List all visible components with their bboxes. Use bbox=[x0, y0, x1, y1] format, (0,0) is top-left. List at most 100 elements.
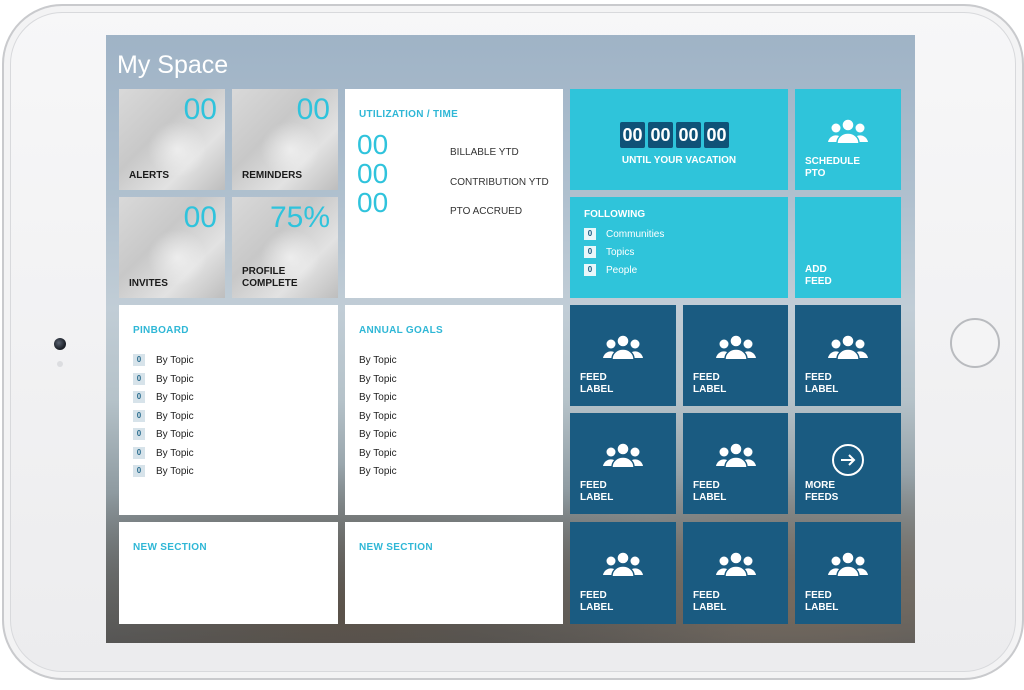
feed-tile[interactable]: FEED LABEL bbox=[570, 305, 676, 406]
following-tile[interactable]: FOLLOWING 0 Communities 0 Topics 0 Peopl… bbox=[570, 197, 788, 298]
arrow-right-circle-icon bbox=[832, 444, 864, 476]
group-icon bbox=[828, 334, 868, 360]
feed-label: FEED LABEL bbox=[580, 590, 614, 613]
group-icon bbox=[603, 334, 643, 360]
alerts-label: ALERTS bbox=[129, 170, 169, 181]
list-item[interactable]: 0 By Topic bbox=[133, 408, 194, 424]
contribution-value: 00 bbox=[357, 158, 389, 189]
list-item[interactable]: By Topic bbox=[359, 465, 397, 477]
list-item[interactable]: By Topic bbox=[359, 410, 397, 422]
reminders-tile[interactable]: 00 REMINDERS bbox=[232, 89, 338, 190]
invites-tile[interactable]: 00 INVITES bbox=[119, 197, 225, 298]
count-badge: 0 bbox=[133, 391, 145, 403]
home-button[interactable] bbox=[950, 318, 1000, 368]
following-communities[interactable]: 0 Communities bbox=[584, 228, 664, 240]
countdown-seconds: 00 bbox=[704, 122, 729, 148]
feed-label: FEED LABEL bbox=[580, 372, 614, 395]
camera-icon bbox=[54, 338, 66, 350]
schedule-pto-tile[interactable]: SCHEDULE PTO bbox=[795, 89, 901, 190]
list-item[interactable]: 0 By Topic bbox=[133, 445, 194, 461]
list-item[interactable]: By Topic bbox=[359, 373, 397, 385]
annual-goals-tile[interactable]: ANNUAL GOALS By Topic By Topic By Topic … bbox=[345, 305, 563, 515]
feed-tile[interactable]: FEED LABEL bbox=[795, 305, 901, 406]
more-feeds-tile[interactable]: MORE FEEDS bbox=[795, 413, 901, 514]
screen: My Space 00 ALERTS 00 REMINDERS 00 INVIT… bbox=[106, 35, 915, 643]
group-icon bbox=[715, 551, 756, 577]
list-item-label: By Topic bbox=[156, 391, 194, 403]
list-item[interactable]: By Topic bbox=[359, 447, 397, 459]
list-item-label: By Topic bbox=[156, 428, 194, 440]
communities-label: Communities bbox=[606, 228, 665, 240]
profile-complete-value: 75% bbox=[269, 201, 330, 234]
reminders-count: 00 bbox=[296, 93, 330, 126]
list-item-label: By Topic bbox=[156, 354, 194, 366]
new-section-title: NEW SECTION bbox=[359, 542, 433, 553]
feed-tile[interactable]: FEED LABEL bbox=[570, 413, 676, 514]
following-people[interactable]: 0 People bbox=[584, 264, 637, 276]
add-feed-tile[interactable]: ADD FEED bbox=[795, 197, 901, 298]
profile-complete-tile[interactable]: 75% PROFILE COMPLETE bbox=[232, 197, 338, 298]
countdown-days: 00 bbox=[620, 122, 645, 148]
feed-label: FEED LABEL bbox=[805, 372, 839, 395]
list-item-label: By Topic bbox=[156, 447, 194, 459]
count-badge: 0 bbox=[133, 354, 145, 366]
new-section-title: NEW SECTION bbox=[133, 542, 207, 553]
group-icon bbox=[715, 334, 756, 360]
feed-label: FEED LABEL bbox=[580, 480, 614, 503]
feed-tile[interactable]: FEED LABEL bbox=[570, 522, 676, 624]
utilization-title: UTILIZATION / TIME bbox=[359, 109, 459, 120]
vacation-countdown-tile[interactable]: 00 00 00 00 UNTIL YOUR VACATION bbox=[570, 89, 788, 190]
list-item-label: By Topic bbox=[156, 373, 194, 385]
following-title: FOLLOWING bbox=[584, 209, 646, 220]
topics-label: Topics bbox=[606, 246, 635, 258]
count-badge: 0 bbox=[133, 447, 145, 459]
billable-value: 00 bbox=[357, 129, 389, 160]
new-section-tile-1[interactable]: NEW SECTION bbox=[119, 522, 338, 624]
people-count: 0 bbox=[584, 264, 596, 276]
feed-tile[interactable]: FEED LABEL bbox=[683, 522, 788, 624]
pinboard-tile[interactable]: PINBOARD 0 By Topic 0 By Topic 0 By Topic 0… bbox=[119, 305, 338, 515]
new-section-tile-2[interactable]: NEW SECTION bbox=[345, 522, 563, 624]
countdown-minutes: 00 bbox=[676, 122, 701, 148]
list-item[interactable]: 0 By Topic bbox=[133, 389, 194, 405]
group-icon bbox=[715, 442, 756, 468]
count-badge: 0 bbox=[133, 410, 145, 422]
page-title: My Space bbox=[117, 51, 229, 79]
utilization-tile[interactable]: UTILIZATION / TIME 00 BILLABLE YTD 00 CO… bbox=[345, 89, 563, 298]
list-item[interactable]: 0 By Topic bbox=[133, 371, 194, 387]
group-icon bbox=[603, 442, 643, 468]
more-feeds-label: MORE FEEDS bbox=[805, 480, 839, 503]
count-badge: 0 bbox=[133, 465, 145, 477]
alerts-tile[interactable]: 00 ALERTS bbox=[119, 89, 225, 190]
feed-tile[interactable]: FEED LABEL bbox=[683, 305, 788, 406]
following-topics[interactable]: 0 Topics bbox=[584, 246, 634, 258]
list-item[interactable]: 0 By Topic bbox=[133, 352, 194, 368]
list-item[interactable]: By Topic bbox=[359, 391, 397, 403]
schedule-pto-label: SCHEDULE PTO bbox=[805, 156, 861, 179]
group-icon bbox=[603, 551, 643, 577]
list-item[interactable]: 0 By Topic bbox=[133, 463, 194, 479]
annual-goals-title: ANNUAL GOALS bbox=[359, 325, 443, 336]
list-item[interactable]: By Topic bbox=[359, 354, 397, 366]
list-item[interactable]: 0 By Topic bbox=[133, 426, 194, 442]
invites-label: INVITES bbox=[129, 278, 168, 289]
group-icon bbox=[828, 118, 868, 144]
feed-label: FEED LABEL bbox=[805, 590, 839, 613]
invites-count: 00 bbox=[183, 201, 217, 234]
feed-tile[interactable]: FEED LABEL bbox=[683, 413, 788, 514]
communities-count: 0 bbox=[584, 228, 596, 240]
feed-label: FEED LABEL bbox=[693, 480, 727, 503]
topics-count: 0 bbox=[584, 246, 596, 258]
feed-label: FEED LABEL bbox=[693, 590, 727, 613]
list-item[interactable]: By Topic bbox=[359, 428, 397, 440]
list-item-label: By Topic bbox=[156, 465, 194, 477]
pto-accrued-value: 00 bbox=[357, 187, 389, 218]
feed-label: FEED LABEL bbox=[693, 372, 727, 395]
count-badge: 0 bbox=[133, 428, 145, 440]
profile-complete-label: PROFILE COMPLETE bbox=[242, 266, 298, 289]
alerts-count: 00 bbox=[183, 93, 217, 126]
sensor-dot bbox=[57, 361, 63, 367]
feed-tile[interactable]: FEED LABEL bbox=[795, 522, 901, 624]
add-feed-label: ADD FEED bbox=[805, 264, 832, 287]
countdown-hours: 00 bbox=[648, 122, 673, 148]
